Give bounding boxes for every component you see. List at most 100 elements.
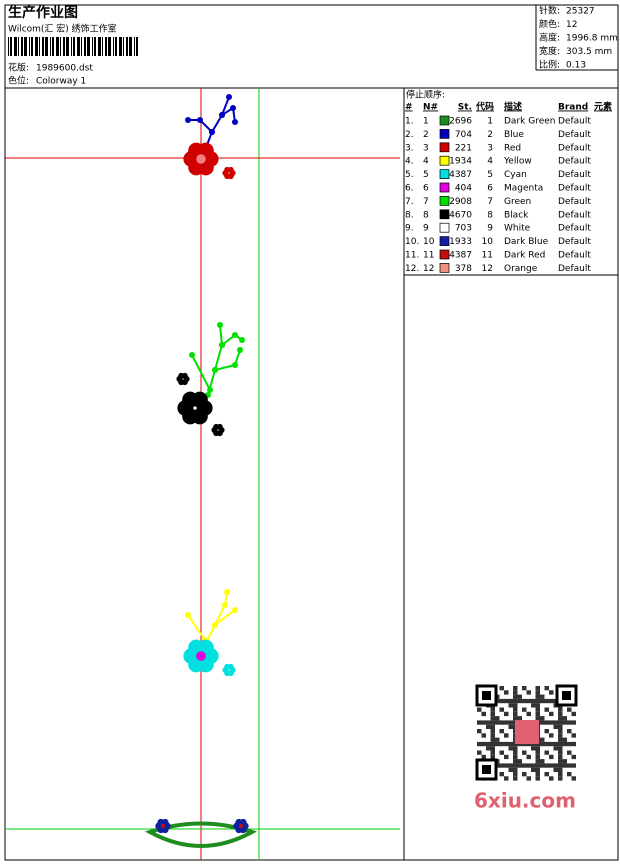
qr-cell — [513, 711, 518, 717]
row-needle: 1 — [423, 117, 429, 127]
qr-cell — [513, 716, 518, 721]
bar — [45, 37, 48, 56]
row-index: 5. — [405, 170, 414, 180]
bar — [66, 37, 69, 56]
design-label: 花版: — [8, 62, 29, 74]
row-index: 10. — [405, 237, 419, 247]
bar — [136, 37, 138, 56]
row-description: Black — [504, 210, 529, 220]
qr-cell — [508, 703, 513, 708]
qr-cell — [558, 759, 563, 764]
qr-cell — [567, 720, 572, 725]
stem — [204, 96, 230, 151]
color-swatch — [439, 155, 450, 166]
bar — [63, 37, 65, 56]
bud — [232, 362, 238, 368]
row-stitches: 378 — [455, 264, 472, 274]
bar — [50, 37, 51, 56]
qr-cell — [567, 741, 572, 747]
qr-cell — [513, 703, 518, 708]
qr-cell — [562, 763, 567, 768]
qr-code — [472, 682, 580, 782]
qr-cell — [490, 724, 495, 729]
row-stitches: 2696 — [449, 117, 472, 127]
qr-cell — [522, 772, 527, 777]
qr-cell — [490, 746, 495, 751]
qr-cell — [508, 698, 513, 704]
row-brand: Default — [558, 197, 591, 207]
bar — [115, 37, 117, 56]
qr-cell — [544, 763, 549, 768]
bar — [108, 37, 111, 56]
row-brand: Default — [558, 264, 591, 274]
color-swatch — [439, 142, 450, 153]
row-brand: Default — [558, 237, 591, 247]
qr-cell — [504, 776, 509, 781]
row-code: 7 — [487, 197, 493, 207]
qr-cell — [544, 750, 549, 755]
bud — [209, 129, 215, 135]
qr-cell — [544, 686, 549, 691]
qr-cell — [513, 750, 518, 755]
row-index: 8. — [405, 210, 414, 220]
qr-cell — [558, 767, 563, 772]
row-needle: 8 — [423, 210, 429, 220]
column-header: 元素 — [594, 101, 612, 113]
bar — [14, 37, 17, 56]
qr-cell — [535, 711, 540, 717]
color-swatch — [439, 196, 450, 206]
qr-cell — [544, 720, 549, 725]
qr-cell — [544, 729, 549, 734]
row-stitches: 404 — [455, 184, 472, 194]
qr-cell — [513, 707, 518, 712]
qr-cell — [544, 698, 549, 704]
column-header: 代码 — [475, 101, 494, 113]
column-header: # — [405, 103, 413, 113]
petal — [191, 391, 208, 408]
row-index: 2. — [405, 130, 414, 140]
row-description: Yellow — [503, 157, 532, 167]
qr-cell — [495, 737, 500, 742]
qr-cell — [535, 772, 540, 777]
qr-cell — [499, 763, 504, 768]
colorway: Colorway 1 — [36, 77, 86, 87]
qr-cell — [540, 763, 545, 768]
row-code: 10 — [482, 237, 494, 247]
qr-cell — [544, 772, 549, 777]
qr-cell — [486, 720, 491, 725]
qr-cell — [481, 754, 486, 760]
qr-cell — [513, 754, 518, 760]
qr-cell — [490, 754, 495, 760]
color-swatch — [439, 129, 450, 139]
qr-cell — [504, 741, 509, 747]
studio: Wilcom(汇 宏) 绣饰工作室 — [8, 23, 117, 35]
row-index: 1. — [405, 117, 414, 127]
stem — [187, 614, 206, 641]
qr-cell — [531, 741, 536, 747]
stat-value: 303.5 mm — [566, 47, 612, 57]
qr-cell — [540, 759, 545, 764]
qr-cell — [495, 720, 500, 725]
row-code: 3 — [487, 143, 493, 153]
row-needle: 12 — [423, 264, 434, 274]
qr-cell — [504, 763, 509, 768]
qr-cell — [544, 741, 549, 747]
row-code: 2 — [487, 130, 493, 140]
petal — [216, 423, 223, 430]
flower-center — [160, 823, 166, 829]
bud — [212, 622, 218, 628]
qr-cell — [499, 772, 504, 777]
qr-cell — [558, 720, 563, 725]
qr-cell — [481, 711, 486, 717]
sequence-title: 停止顺序: — [406, 89, 445, 101]
qr-cell — [562, 741, 567, 747]
qr-cell — [486, 746, 491, 751]
qr-cell — [526, 711, 531, 717]
qr-cell — [567, 750, 572, 755]
row-description: White — [504, 224, 531, 234]
qr-cell — [558, 750, 563, 755]
column-header: St. — [458, 103, 472, 113]
qr-cell — [535, 703, 540, 708]
bar — [84, 37, 86, 56]
qr-cell — [558, 772, 563, 777]
